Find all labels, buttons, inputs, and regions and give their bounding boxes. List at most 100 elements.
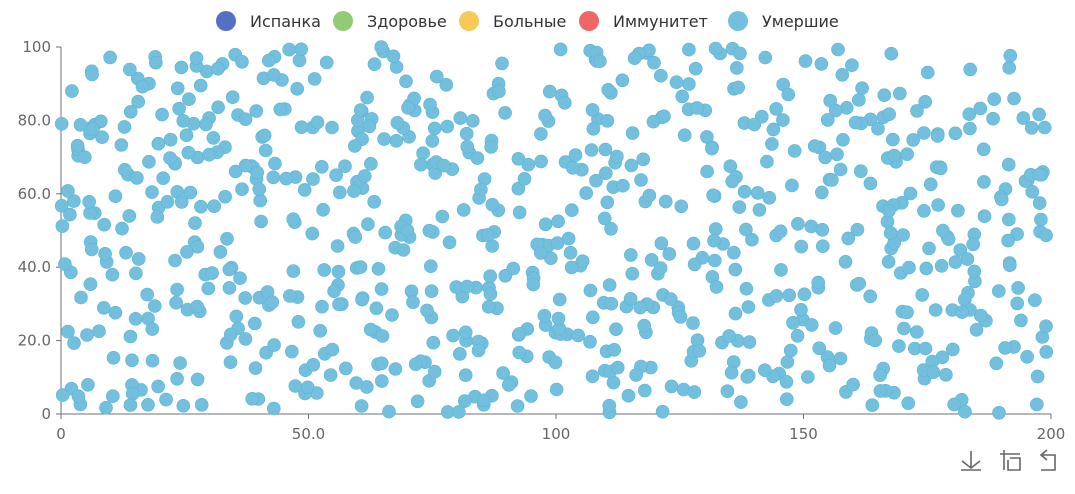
scatter-point [962,107,977,121]
scatter-point [692,344,707,358]
scatter-point [873,368,887,383]
scatter-point [794,302,808,317]
scatter-point [615,73,630,88]
scatter-point [82,195,96,209]
scatter-point [960,252,975,266]
scatter-point [330,239,345,253]
scatter-point [838,254,853,269]
scatter-point [80,328,94,342]
scatter-point [636,152,651,167]
scatter-point [211,100,225,115]
scatter-point [170,81,185,96]
scatter-point [887,148,902,163]
scatter-point [607,342,622,357]
legend-item[interactable]: Испанка [216,11,321,31]
scatter-point [918,95,933,109]
scatter-point [425,134,440,148]
x-tick-label: 50.0 [292,425,325,443]
scatter-point [202,147,216,162]
scatter-point [238,332,253,346]
scatter-point [623,248,638,262]
scatter-point [207,199,221,213]
scatter-point [123,105,138,119]
scatter-point [495,56,509,71]
scatter-point [353,260,368,274]
scatter-point [131,252,146,266]
scatter-point [377,132,391,146]
scatter-point [388,362,403,376]
scatter-point [1032,167,1047,182]
scatter-point [750,186,765,200]
zoom-button[interactable] [998,448,1022,472]
scatter-point [644,253,659,267]
scatter-point [141,397,155,412]
scatter-point [690,101,704,115]
scatter-point [561,231,576,246]
scatter-point [815,223,830,237]
scatter-point [155,107,169,122]
scatter-point [760,154,774,169]
scatter-point [863,289,878,304]
restore-button[interactable] [1035,448,1059,472]
scatter-point [881,254,896,269]
scatter-point [1001,157,1016,172]
legend-marker [459,11,479,31]
scatter-point [610,360,625,375]
scatter-point [211,61,225,76]
scatter-point [353,103,368,117]
legend[interactable]: Испанка Здоровье Больные Иммунитет Умершие [216,11,839,31]
scatter-point [329,168,343,182]
scatter-point [181,145,196,160]
scatter-point [511,181,526,196]
scatter-point [268,156,282,171]
scatter-point [973,308,988,323]
scatter-point [427,121,442,136]
legend-item[interactable]: Больные [459,11,566,31]
scatter-point [170,282,184,297]
scatter-point [646,114,661,129]
scatter-point [902,260,916,275]
scatter-point [316,203,330,217]
scatter-point [151,379,165,394]
scatter-point [579,186,594,200]
scatter-point [170,371,184,386]
scatter-point [83,277,98,292]
scatter-point [600,195,615,210]
scatter-point [361,217,375,231]
scatter-point [586,122,601,136]
scatter-point [213,245,228,259]
scatter-point [97,217,111,232]
x-tick-label: 0 [56,425,66,443]
scatter-point [410,394,425,409]
scatter-point [355,292,369,307]
scatter-point [624,158,639,173]
scatter-point [741,300,756,314]
legend-item[interactable]: Иммунитет [579,11,708,31]
scatter-point [1014,313,1028,328]
scatter-point [54,117,69,131]
scatter-point [446,328,460,343]
scatter-point [375,329,390,343]
scatter-point [174,195,189,209]
legend-label: Больные [493,12,566,31]
legend-item[interactable]: Умершие [728,11,839,31]
scatter-point [1002,60,1017,75]
scatter-point [54,199,69,213]
scatter-point [953,243,968,257]
scatter-point [597,211,612,226]
scatter-point [496,366,510,380]
download-button[interactable] [959,448,983,472]
legend-marker [728,11,748,31]
scatter-point [323,368,338,382]
scatter-point [385,308,399,322]
scatter-point [282,289,297,303]
scatter-point [145,353,160,368]
scatter-point [483,269,498,284]
scatter-point [501,378,516,392]
scatter-point [781,87,796,102]
scatter-point [910,104,924,118]
scatter-point [238,291,252,305]
scatter-point [836,133,850,147]
scatter-point [512,327,527,341]
legend-item[interactable]: Здоровье [333,11,447,31]
